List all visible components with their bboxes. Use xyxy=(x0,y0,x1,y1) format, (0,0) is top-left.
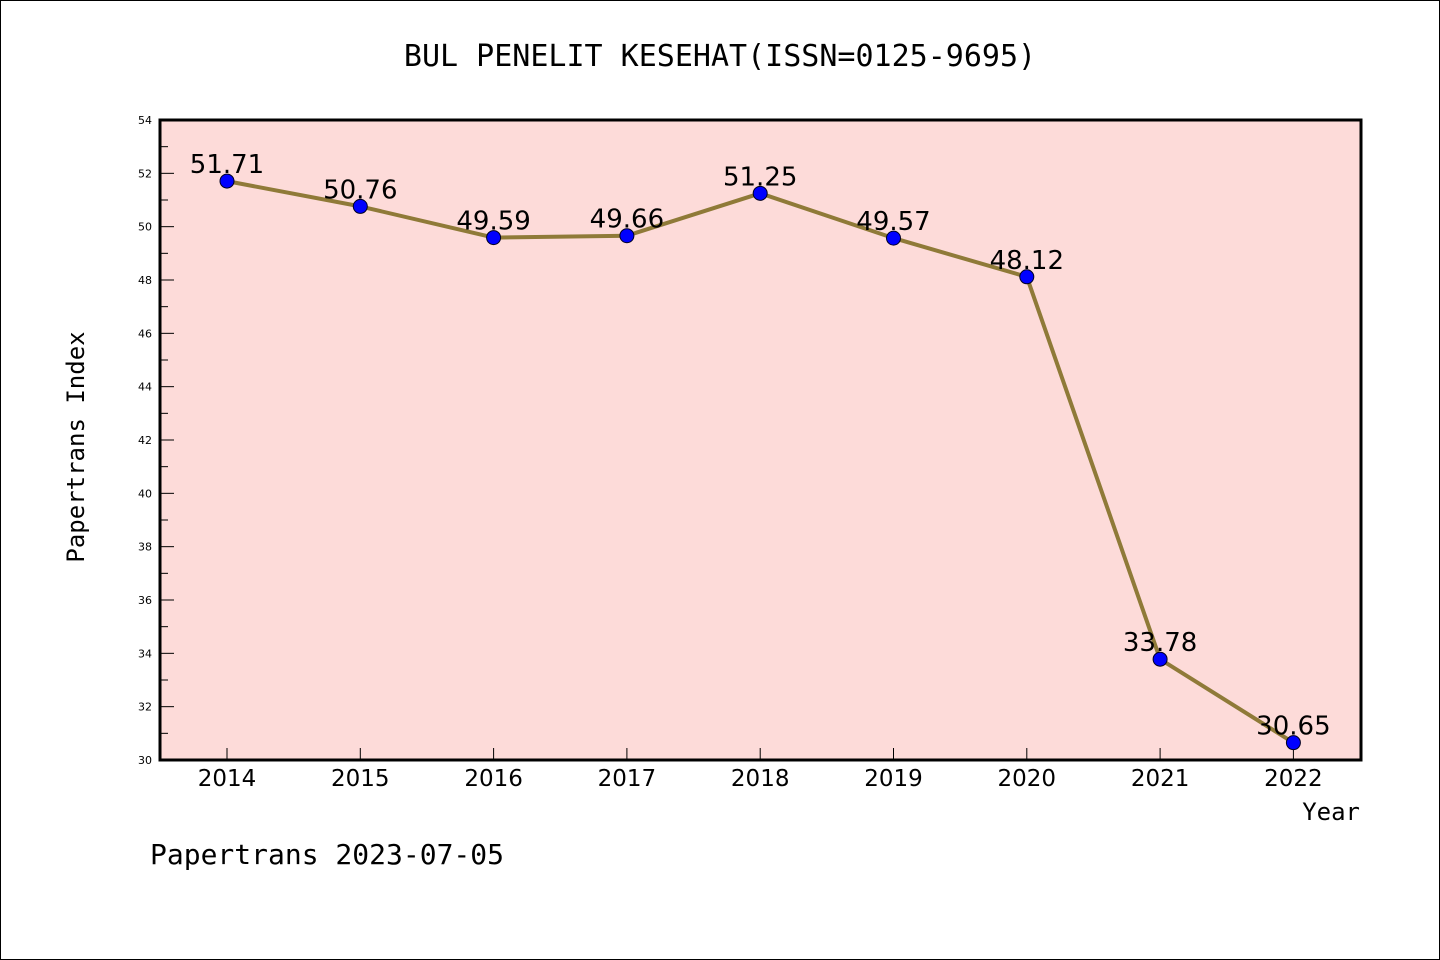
y-tick-label: 48 xyxy=(138,274,152,287)
data-label: 51.25 xyxy=(723,162,797,192)
y-tick-label: 32 xyxy=(138,701,152,714)
data-point xyxy=(1019,269,1035,285)
data-label: 51.71 xyxy=(190,150,264,180)
plot-area xyxy=(160,120,1361,760)
x-tick-label: 2020 xyxy=(998,766,1057,792)
x-axis: 2014 2015 2016 2017 2018 2019 2020 2021 2022 xyxy=(198,748,1323,792)
y-tick-label: 52 xyxy=(138,167,152,180)
x-tick-label: 2017 xyxy=(598,766,657,792)
y-tick-label: 50 xyxy=(138,221,152,234)
x-tick-label: 2021 xyxy=(1131,766,1190,792)
y-tick-label: 54 xyxy=(138,114,152,127)
data-label: 49.59 xyxy=(456,207,530,237)
y-tick-label: 30 xyxy=(138,754,152,767)
data-labels: 51.71 50.76 49.59 49.66 51.25 49.57 48.12 33.78… xyxy=(190,150,1331,742)
data-point xyxy=(352,198,368,214)
y-tick-label: 42 xyxy=(138,434,152,447)
data-label: 33.78 xyxy=(1123,628,1197,658)
y-tick-label: 44 xyxy=(138,381,152,394)
data-point xyxy=(619,228,635,244)
y-tick-label: 40 xyxy=(138,487,152,500)
data-point xyxy=(1285,735,1301,751)
chart-title: BUL PENELIT KESEHAT(ISSN=0125-9695) xyxy=(404,39,1036,74)
data-point xyxy=(752,185,768,201)
x-tick-label: 2022 xyxy=(1264,766,1323,792)
plot-border xyxy=(158,118,1363,762)
data-label: 30.65 xyxy=(1256,712,1330,742)
y-axis-label: Papertrans Index xyxy=(62,331,90,562)
y-axis: 30 32 34 36 38 40 42 44 46 48 50 52 54 xyxy=(138,114,174,767)
data-markers xyxy=(219,173,1301,751)
data-point xyxy=(219,173,235,189)
data-label: 49.57 xyxy=(856,207,930,237)
data-label: 48.12 xyxy=(990,246,1064,276)
x-tick-label: 2014 xyxy=(198,766,257,792)
data-point xyxy=(886,230,901,246)
footer-stamp: Papertrans 2023-07-05 xyxy=(150,838,504,871)
x-tick-label: 2018 xyxy=(731,766,790,792)
data-label: 49.66 xyxy=(590,205,664,235)
y-tick-label: 38 xyxy=(138,541,152,554)
y-tick-label: 36 xyxy=(138,594,152,607)
y-tick-label: 46 xyxy=(138,327,152,340)
data-point xyxy=(1152,651,1168,667)
x-axis-label: Year xyxy=(1302,798,1360,826)
x-tick-label: 2019 xyxy=(864,766,923,792)
x-tick-label: 2016 xyxy=(464,766,523,792)
x-tick-label: 2015 xyxy=(331,766,390,792)
data-label: 50.76 xyxy=(323,175,397,205)
y-tick-label: 34 xyxy=(138,647,152,660)
data-point xyxy=(486,230,502,246)
